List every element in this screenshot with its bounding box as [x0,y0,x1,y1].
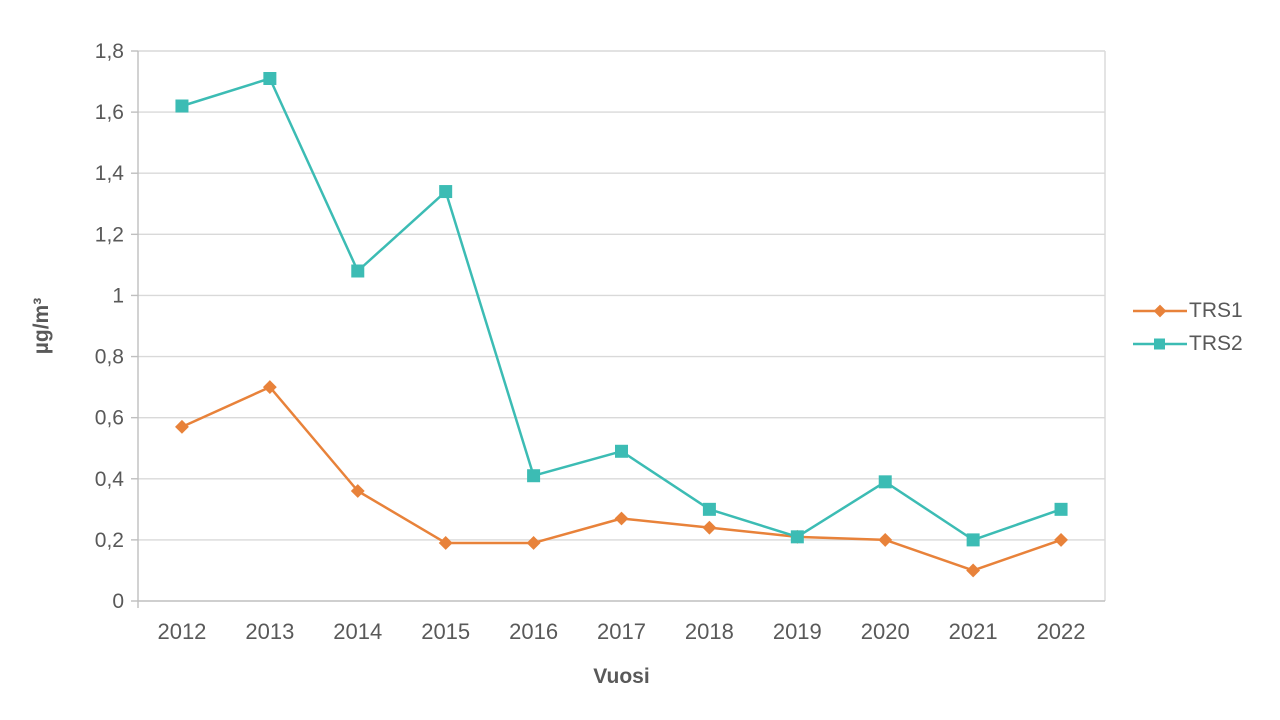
series-line-TRS2 [181,77,1062,542]
y-tick-label: 0 [112,590,124,613]
x-tick-label: 2020 [861,619,910,644]
y-tick-label: 1,8 [95,40,124,63]
legend-label-trs2: TRS2 [1189,331,1243,355]
legend-item-trs1: TRS1 [1133,294,1243,327]
TRS1-point-2018 [702,520,717,535]
x-tick-label: 2016 [509,619,558,644]
TRS2-point-2018 [702,502,716,516]
x-tick-label: 2014 [333,619,382,644]
TRS2-point-2019 [790,530,804,544]
x-tick-label: 2022 [1037,619,1086,644]
TRS2-point-2013 [263,72,277,85]
x-tick-label: 2017 [597,619,646,644]
TRS1-point-2015 [438,536,453,550]
TRS1-point-2022 [1054,532,1068,547]
y-tick-label: 1,4 [95,162,125,185]
y-tick-label: 0,4 [95,468,125,491]
x-tick-label: 2012 [157,619,206,644]
y-tick-label: 0,2 [95,529,124,552]
TRS1-point-2014 [350,484,365,498]
series-TRS2 [175,72,1068,547]
TRS2-point-2022 [1054,502,1068,516]
y-tick-label: 0,6 [95,407,124,430]
TRS1-point-2021 [966,563,981,578]
y-axis-title: µg/m³ [30,297,53,355]
x-axis-title: Vuosi [593,665,650,688]
x-tick-label: 2015 [421,619,470,644]
legend: TRS1 TRS2 [1133,294,1243,360]
TRS1-point-2012 [175,419,189,434]
TRS2-point-2017 [615,444,628,458]
x-tick-label: 2019 [773,619,822,644]
y-tick-label: 1,6 [95,101,124,124]
y-tick-label: 1,2 [95,223,124,246]
trs1-series-marker-icon [1133,304,1187,317]
TRS2-point-2015 [439,185,453,199]
x-tick-label: 2013 [245,619,294,644]
y-tick-label: 1 [112,284,124,307]
TRS2-point-2014 [351,264,365,278]
TRS1-point-2020 [878,532,893,547]
TRS2-point-2012 [175,99,189,113]
legend-item-trs2: TRS2 [1133,327,1243,360]
TRS1-point-2013 [262,380,277,395]
TRS1-point-2017 [614,511,629,526]
TRS1-point-2016 [526,536,541,550]
y-tick-label: 0,8 [95,346,124,369]
legend-label-trs1: TRS1 [1189,298,1243,322]
x-tick-label: 2018 [685,619,734,644]
x-tick-label: 2021 [949,619,998,644]
TRS2-point-2016 [527,469,541,483]
trs2-series-marker-icon [1133,338,1187,349]
TRS2-point-2020 [878,475,892,489]
TRS2-point-2021 [966,533,980,547]
